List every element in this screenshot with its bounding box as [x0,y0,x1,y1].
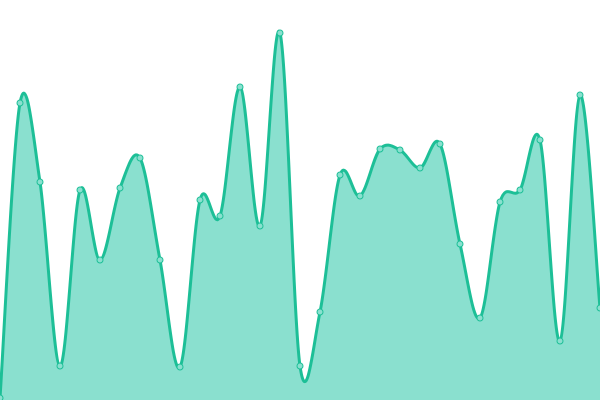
data-point-21 [416,164,424,172]
data-point-20 [396,146,404,154]
data-point-5 [96,256,104,264]
data-point-27 [536,136,544,144]
data-point-18 [356,192,364,200]
data-point-3 [56,362,64,370]
data-point-12 [236,83,244,91]
data-points [0,29,600,400]
data-point-13 [256,222,264,230]
data-point-14 [276,29,284,37]
data-point-24 [476,314,484,322]
data-point-22 [436,140,444,148]
data-point-0 [0,394,4,400]
data-point-11 [216,212,224,220]
data-point-10 [196,196,204,204]
data-point-28 [556,337,564,345]
data-point-30 [596,304,600,312]
data-point-25 [496,198,504,206]
data-point-23 [456,240,464,248]
data-point-17 [336,171,344,179]
data-point-4 [76,186,84,194]
data-point-15 [296,362,304,370]
data-point-16 [316,308,324,316]
data-point-8 [156,256,164,264]
area-fill [0,31,600,400]
data-point-9 [176,363,184,371]
data-point-2 [36,178,44,186]
data-point-7 [136,154,144,162]
data-point-6 [116,184,124,192]
data-point-19 [376,145,384,153]
data-point-29 [576,91,584,99]
data-point-1 [16,99,24,107]
data-point-26 [516,186,524,194]
